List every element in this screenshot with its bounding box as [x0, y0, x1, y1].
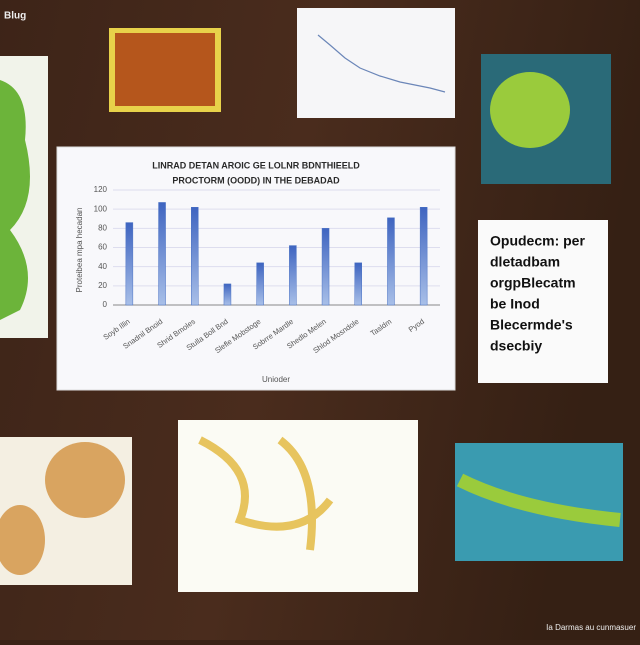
y-tick-label: 0: [103, 300, 108, 309]
note-card: [478, 220, 608, 383]
mosaic-shape: [490, 72, 570, 148]
y-tick-label: 100: [94, 204, 108, 213]
bar: [125, 222, 134, 306]
bar: [387, 217, 395, 306]
note-line: dsecbiy: [490, 338, 542, 354]
y-tick-label: 120: [94, 185, 108, 194]
chart-title: PROCTORM (OODD) IN THE DEBADAD: [172, 175, 340, 185]
chart-title: LINRAD DETAN AROIC GE LOLNR BDNTHIEELD: [152, 160, 360, 170]
x-axis-label: Unioder: [262, 375, 290, 384]
bar: [223, 283, 232, 306]
note-line: Opudecm: per: [490, 233, 585, 249]
bar: [419, 207, 428, 306]
note-line: be Inod: [490, 296, 540, 312]
leaf-shape: [0, 80, 30, 320]
y-tick-label: 40: [98, 262, 107, 271]
bread-shape: [45, 442, 125, 518]
mini-line: [317, 34, 446, 93]
y-tick-label: 20: [98, 281, 107, 290]
sketch-lines: [198, 436, 334, 551]
note-line: orgpBlecatm: [490, 275, 576, 291]
bar: [256, 262, 264, 306]
bar: [158, 202, 166, 306]
bar: [191, 207, 199, 306]
corner-label: Blug: [4, 11, 26, 22]
y-tick-label: 80: [98, 223, 107, 232]
mini-chart: [297, 8, 455, 118]
corner-label: Ia Darmas au cunmasuer: [546, 623, 636, 632]
bread-shape: [0, 505, 45, 575]
note-line: Blecermde's: [490, 317, 573, 333]
bar: [321, 228, 330, 306]
bar: [354, 262, 362, 306]
y-tick-label: 60: [98, 243, 107, 252]
bar: [289, 245, 297, 306]
y-axis-label: Proteibea mpa hecadan: [75, 208, 84, 293]
food-fill: [115, 33, 215, 106]
note-line: dletadbam: [490, 254, 560, 270]
leaf-texture-shape: [456, 473, 621, 527]
